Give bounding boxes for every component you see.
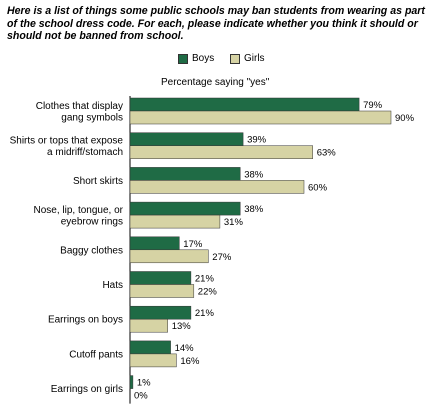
value-label-boys-earrings-on-boys: 21% xyxy=(195,308,215,319)
bar-boys-earrings-on-girls xyxy=(129,375,134,389)
value-label-boys-clothes-that-display-gang-symbols: 79% xyxy=(363,100,383,111)
bar-girls-baggy-clothes xyxy=(129,249,209,264)
value-label-girls-earrings-on-girls: 0% xyxy=(134,391,148,402)
bar-boys-cutoff-pants xyxy=(129,340,171,355)
bar-girls-shirts-or-tops-that-expose-a-midriff-stomach xyxy=(129,145,313,159)
bar-boys-hats xyxy=(129,271,192,285)
bar-boys-earrings-on-boys xyxy=(129,305,192,320)
value-label-girls-earrings-on-boys: 13% xyxy=(172,321,192,332)
bar-girls-clothes-that-display-gang-symbols xyxy=(129,110,392,125)
value-label-girls-hats: 22% xyxy=(198,287,218,298)
value-label-boys-earrings-on-girls: 1% xyxy=(137,378,151,389)
bar-girls-earrings-on-boys xyxy=(129,318,168,333)
category-label-cutoff-pants: Cutoff pants xyxy=(69,349,123,360)
value-label-girls-shirts-or-tops-that-expose-a-midriff-stomach: 63% xyxy=(317,148,337,159)
legend-label-girls: Girls xyxy=(244,53,265,64)
bar-girls-short-skirts xyxy=(129,180,305,194)
category-label-shirts-or-tops-that-expose-a-midriff-stomach: Shirts or tops that expose a midriff/stom… xyxy=(10,135,124,158)
bar-boys-baggy-clothes xyxy=(129,236,180,251)
bar-girls-cutoff-pants xyxy=(129,353,177,368)
legend-swatch-boys xyxy=(178,54,188,64)
category-label-nose-lip-tongue-or-eyebrow-rings: Nose, lip, tongue, or eyebrow rings xyxy=(34,205,124,228)
value-label-boys-short-skirts: 38% xyxy=(244,169,264,180)
category-label-baggy-clothes: Baggy clothes xyxy=(60,245,123,256)
question-text: Here is a list of things some public sch… xyxy=(7,5,425,42)
value-label-girls-short-skirts: 60% xyxy=(308,182,328,193)
value-label-boys-hats: 21% xyxy=(195,274,215,285)
value-label-boys-baggy-clothes: 17% xyxy=(183,239,203,250)
bar-girls-nose-lip-tongue-or-eyebrow-rings xyxy=(129,214,221,229)
bar-boys-short-skirts xyxy=(129,167,241,181)
bar-boys-shirts-or-tops-that-expose-a-midriff-stomach xyxy=(129,132,244,146)
category-label-hats: Hats xyxy=(102,280,123,291)
value-label-girls-cutoff-pants: 16% xyxy=(180,356,200,367)
category-label-clothes-that-display-gang-symbols: Clothes that display gang symbols xyxy=(36,101,123,124)
category-label-short-skirts: Short skirts xyxy=(73,176,123,187)
bar-boys-nose-lip-tongue-or-eyebrow-rings xyxy=(129,201,241,216)
value-label-boys-cutoff-pants: 14% xyxy=(175,343,195,354)
bar-boys-clothes-that-display-gang-symbols xyxy=(129,97,360,112)
value-label-girls-clothes-that-display-gang-symbols: 90% xyxy=(395,113,415,124)
value-label-boys-nose-lip-tongue-or-eyebrow-rings: 38% xyxy=(244,204,264,215)
legend-label-boys: Boys xyxy=(192,53,215,64)
value-label-girls-nose-lip-tongue-or-eyebrow-rings: 31% xyxy=(224,217,244,228)
chart-subtitle: Percentage saying "yes" xyxy=(161,77,270,88)
bar-girls-hats xyxy=(129,284,195,298)
value-label-boys-shirts-or-tops-that-expose-a-midriff-stomach: 39% xyxy=(247,135,267,146)
category-label-earrings-on-boys: Earrings on boys xyxy=(48,315,123,326)
legend-swatch-girls xyxy=(230,54,240,64)
category-label-earrings-on-girls: Earrings on girls xyxy=(51,384,123,395)
value-label-girls-baggy-clothes: 27% xyxy=(212,252,232,263)
